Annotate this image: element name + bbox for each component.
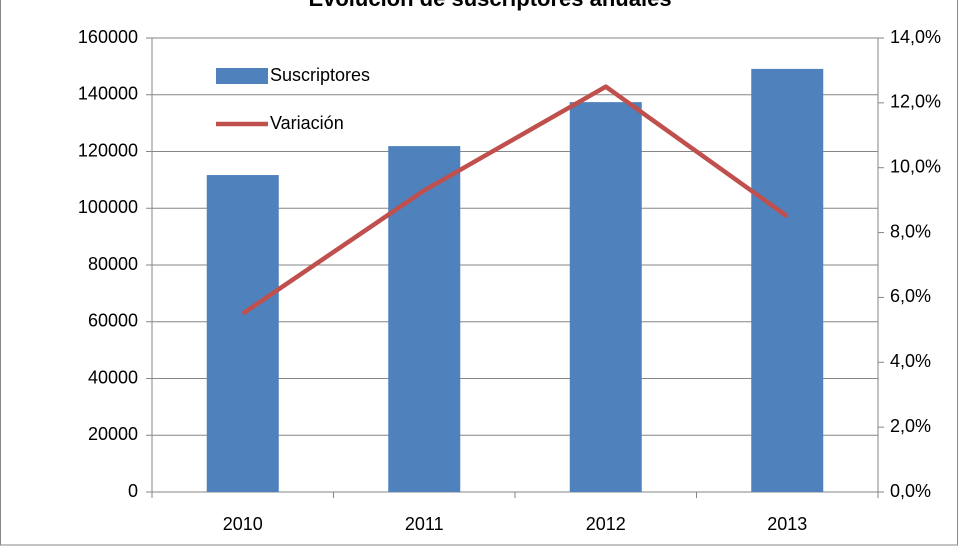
y-tick-label: 60000 bbox=[88, 311, 138, 331]
y2-tick-label: 4,0% bbox=[890, 351, 931, 371]
legend-swatch bbox=[216, 68, 268, 84]
y2-tick-label: 12,0% bbox=[890, 92, 941, 112]
bar bbox=[206, 175, 279, 492]
y2-tick-label: 8,0% bbox=[890, 221, 931, 241]
line bbox=[241, 84, 789, 316]
x-tick-label: 2013 bbox=[767, 514, 807, 534]
bar bbox=[569, 102, 642, 492]
y2-tick-label: 14,0% bbox=[890, 27, 941, 47]
y2-tick-label: 0,0% bbox=[890, 481, 931, 501]
y-tick-label: 40000 bbox=[88, 367, 138, 387]
bar bbox=[388, 146, 461, 492]
y-tick-label: 80000 bbox=[88, 254, 138, 274]
y2-tick-label: 10,0% bbox=[890, 156, 941, 176]
y2-tick-label: 6,0% bbox=[890, 286, 931, 306]
x-tick-label: 2012 bbox=[586, 514, 626, 534]
y-tick-label: 100000 bbox=[78, 197, 138, 217]
y-tick-label: 20000 bbox=[88, 424, 138, 444]
y2-tick-label: 2,0% bbox=[890, 416, 931, 436]
legend-label: Variación bbox=[270, 113, 344, 133]
chart-title: Evolución de suscriptores anuales bbox=[308, 0, 671, 11]
y-tick-label: 0 bbox=[128, 481, 138, 501]
y-tick-label: 160000 bbox=[78, 27, 138, 47]
y-tick-label: 120000 bbox=[78, 140, 138, 160]
x-tick-label: 2011 bbox=[405, 514, 444, 534]
y-tick-label: 140000 bbox=[78, 84, 138, 104]
bar bbox=[751, 68, 824, 493]
legend-label: Suscriptores bbox=[270, 65, 370, 85]
x-tick-label: 2010 bbox=[223, 514, 263, 534]
